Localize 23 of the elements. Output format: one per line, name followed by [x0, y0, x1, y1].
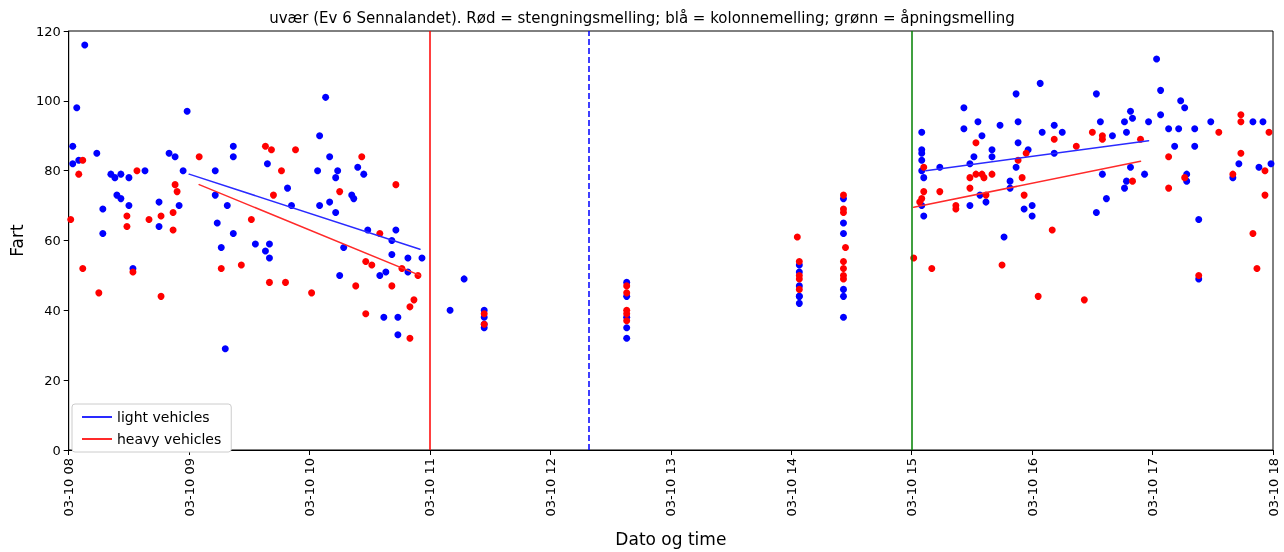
x-tick-label: 03-10 13	[663, 458, 679, 517]
x-tick-label: 03-10 08	[61, 458, 77, 517]
x-tick-label: 03-10 18	[1265, 458, 1281, 517]
y-tick-label: 60	[44, 233, 61, 248]
legend-label: heavy vehicles	[117, 431, 222, 447]
x-tick-label: 03-10 15	[904, 458, 920, 517]
x-tick-label: 03-10 10	[302, 458, 318, 517]
x-tick-label: 03-10 12	[542, 458, 558, 517]
x-tick-label: 03-10 17	[1145, 458, 1161, 517]
x-tick-label: 03-10 09	[181, 458, 197, 517]
y-axis-title: Fart	[6, 224, 27, 257]
x-axis-title: Dato og time	[615, 528, 727, 549]
x-tick-label: 03-10 16	[1024, 458, 1040, 517]
y-tick-label: 100	[35, 93, 61, 109]
y-tick-label: 40	[44, 302, 61, 318]
y-tick-label: 120	[35, 23, 61, 39]
x-tick-label: 03-10 14	[783, 458, 799, 517]
y-tick-label: 0	[52, 442, 61, 458]
y-tick-label: 20	[44, 372, 61, 388]
legend-label: light vehicles	[117, 409, 210, 425]
x-tick-label: 03-10 11	[422, 458, 438, 517]
chart-title: uvær (Ev 6 Sennalandet). Rød = stengningsmelling; blå = kolonnemelling; grønn = åpningsmelling	[269, 8, 1015, 27]
y-tick-label: 80	[44, 163, 61, 179]
